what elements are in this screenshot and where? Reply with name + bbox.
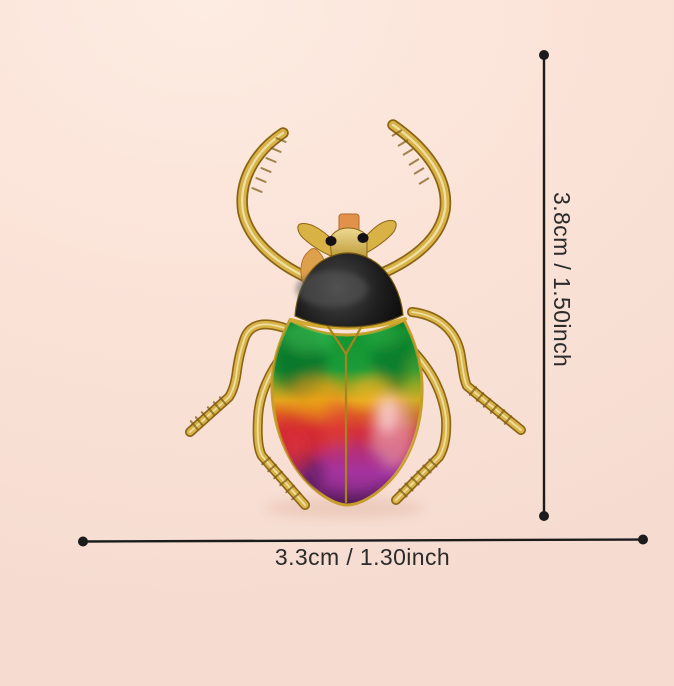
horizontal-line-right-dot xyxy=(638,534,648,545)
shell-gold-seam xyxy=(320,313,370,504)
right-eye xyxy=(357,233,369,243)
front-left-leg xyxy=(236,127,312,283)
rear-right-leg xyxy=(391,343,452,505)
middle-left-leg xyxy=(185,319,295,437)
front-right-leg xyxy=(372,119,452,281)
pronotum-gloss xyxy=(296,271,368,307)
left-eye xyxy=(325,236,337,246)
horizontal-dimension-line xyxy=(78,534,648,547)
width-dimension-label: 3.3cm / 1.30inch xyxy=(274,544,451,570)
height-dimension-label: 3.8cm / 1.50inch xyxy=(549,192,575,368)
vertical-dimension-line xyxy=(539,50,549,521)
beetle-body xyxy=(270,313,424,507)
beetle-legs xyxy=(185,119,526,510)
vertical-line-bottom-dot xyxy=(539,511,549,521)
dimension-annotations xyxy=(78,50,648,547)
collar-gold-rim xyxy=(289,317,407,330)
shell-marbling xyxy=(274,320,421,494)
vertical-line-top-dot xyxy=(539,50,549,60)
beetle-pronotum xyxy=(294,252,404,328)
leg-ridges xyxy=(189,129,513,501)
horizontal-line-left-dot xyxy=(78,536,88,547)
middle-right-leg xyxy=(407,307,526,435)
